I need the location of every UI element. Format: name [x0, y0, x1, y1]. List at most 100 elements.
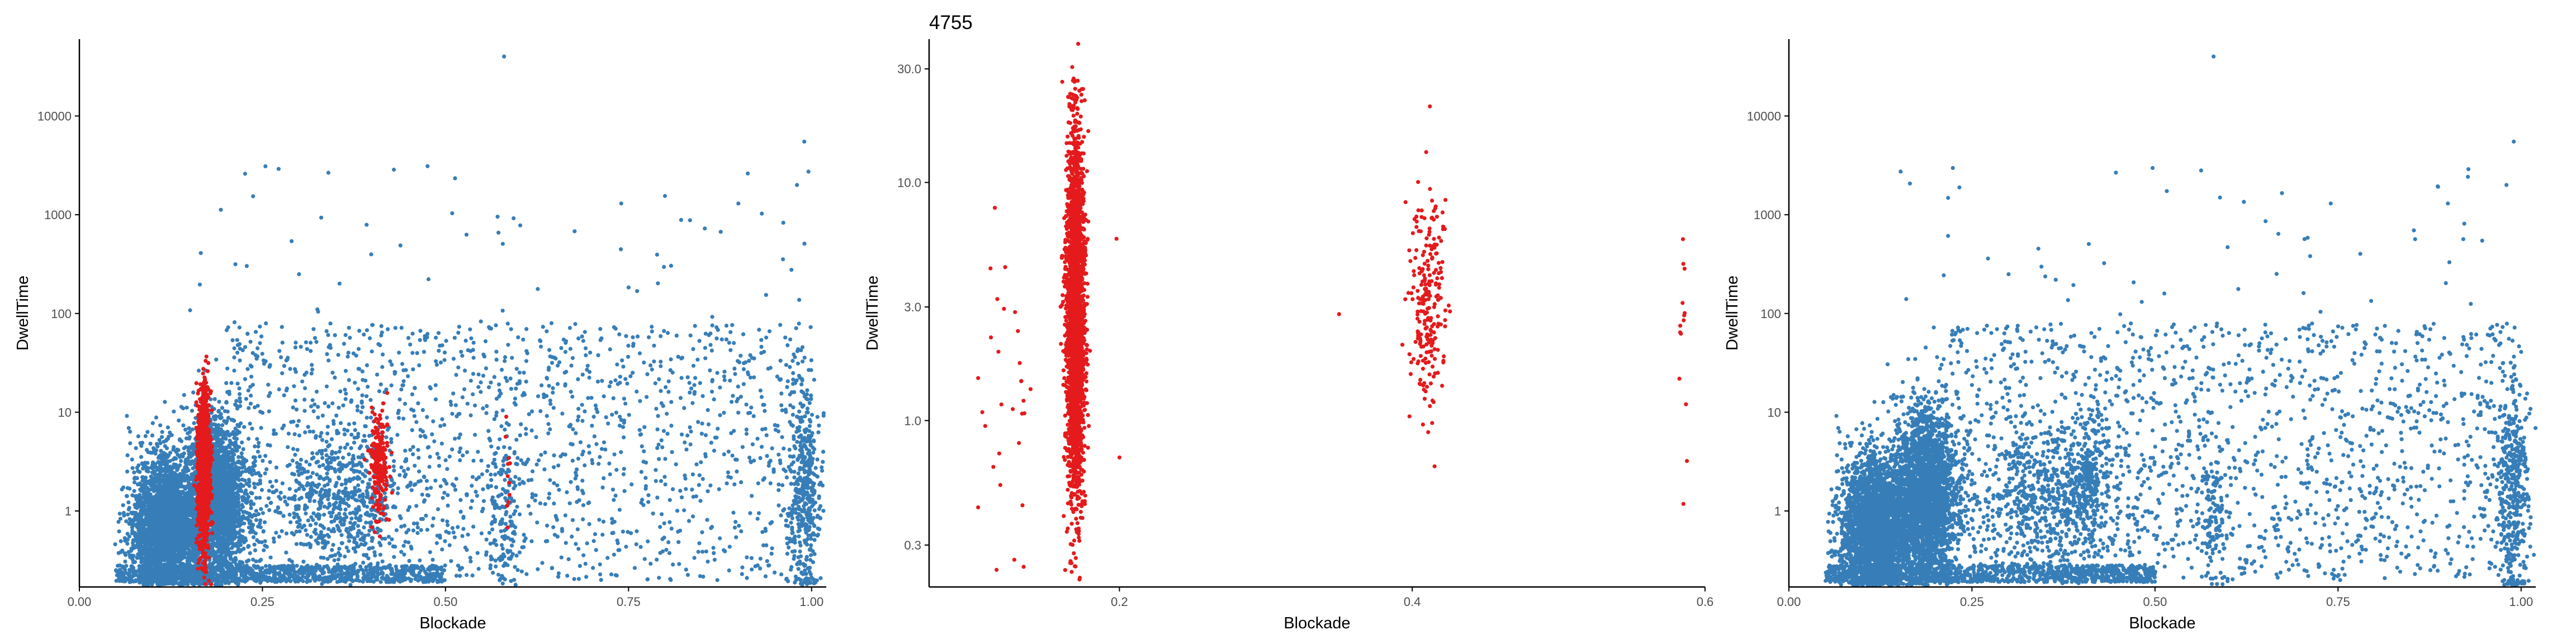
- point-blue-4738: [244, 492, 249, 496]
- point-blue-1686: [132, 470, 136, 475]
- point-blue-2532: [154, 533, 159, 538]
- point-blue-4974: [226, 473, 231, 477]
- point-blue-794: [119, 539, 123, 543]
- point-blue-2405: [138, 441, 143, 446]
- point-blue-4516: [178, 479, 183, 483]
- point-blue-2436: [151, 508, 155, 513]
- point-blue-4455: [190, 508, 195, 513]
- point-blue-4671: [241, 447, 245, 452]
- point-blue-2460: [158, 478, 163, 482]
- point-blue-4640: [188, 555, 193, 559]
- point-blue-589: [124, 519, 129, 524]
- point-blue-2312: [136, 575, 141, 580]
- point-blue-2807: [220, 423, 225, 428]
- point-blue-2278: [139, 560, 144, 565]
- point-blue-2488: [153, 476, 157, 480]
- point-blue-2522: [148, 502, 153, 506]
- point-blue-3073: [165, 425, 170, 430]
- point-blue-4634: [185, 484, 190, 489]
- point-blue-2594: [170, 543, 174, 548]
- point-blue-4362: [190, 549, 195, 553]
- point-blue-4869: [223, 556, 228, 561]
- point-blue-4959: [222, 482, 226, 487]
- point-blue-4729: [215, 543, 219, 548]
- point-blue-4987: [212, 535, 216, 539]
- point-blue-4404: [178, 529, 182, 533]
- point-blue-2459: [160, 527, 165, 532]
- point-blue-4813: [222, 527, 227, 532]
- point-blue-756: [130, 457, 134, 462]
- point-blue-2284: [131, 521, 135, 526]
- point-blue-2579: [145, 536, 149, 541]
- point-blue-2537: [147, 496, 151, 500]
- point-blue-4718: [229, 432, 233, 437]
- point-blue-2277: [131, 518, 136, 522]
- point-blue-1745: [135, 556, 140, 560]
- point-blue-4470: [183, 465, 187, 470]
- point-blue-4417: [213, 583, 217, 587]
- point-blue-4976: [216, 451, 221, 456]
- point-blue-2457: [150, 527, 155, 532]
- point-blue-2533: [147, 530, 151, 534]
- point-blue-2255: [136, 434, 140, 439]
- point-blue-4752: [195, 551, 200, 556]
- point-blue-4775: [240, 460, 245, 465]
- point-blue-44: [154, 415, 159, 420]
- point-blue-2359: [150, 537, 154, 542]
- point-blue-2103: [178, 548, 182, 553]
- point-blue-876: [150, 433, 155, 438]
- point-blue-1942: [160, 430, 164, 434]
- point-blue-4940: [247, 484, 252, 488]
- point-blue-3417: [191, 390, 196, 395]
- point-blue-1182: [158, 423, 163, 428]
- point-blue-4930: [215, 494, 219, 498]
- point-blue-4275: [252, 542, 257, 547]
- point-blue-2367: [155, 511, 160, 515]
- points: [113, 54, 826, 587]
- point-blue-1597: [179, 459, 183, 463]
- point-blue-2303: [130, 466, 135, 470]
- point-blue-3886: [165, 506, 169, 512]
- point-blue-4588: [226, 463, 231, 468]
- point-blue-1255: [178, 437, 182, 442]
- point-blue-341: [143, 434, 148, 438]
- point-blue-2473: [142, 540, 146, 544]
- point-blue-4647: [190, 513, 194, 517]
- point-blue-2343: [126, 507, 131, 512]
- point-blue-1753: [136, 463, 141, 468]
- point-blue-4246: [164, 473, 168, 479]
- point-blue-2374: [136, 516, 141, 520]
- point-blue-2546: [172, 479, 176, 484]
- point-blue-2596: [143, 507, 147, 512]
- point-blue-2418: [134, 545, 139, 550]
- point-blue-4922: [225, 543, 229, 547]
- point-blue-2599: [163, 491, 168, 496]
- point-blue-2500: [178, 544, 182, 549]
- point-blue-4916: [221, 430, 226, 434]
- point-blue-3899: [196, 368, 201, 373]
- point-blue-4939: [218, 480, 222, 485]
- point-blue-633: [132, 503, 137, 507]
- point-blue-4733: [170, 470, 174, 474]
- point-blue-4936: [230, 464, 234, 468]
- point-blue-3196: [239, 451, 244, 456]
- point-blue-3574: [217, 400, 221, 404]
- point-blue-4880: [190, 541, 195, 545]
- point-blue-4557: [221, 488, 226, 493]
- point-blue-4166: [242, 546, 246, 551]
- point-blue-2366: [143, 479, 148, 484]
- point-blue-4963: [217, 485, 221, 490]
- point-blue-4498: [177, 418, 181, 423]
- point-blue-4979: [233, 518, 238, 523]
- point-blue-2444: [166, 498, 171, 503]
- point-blue-4713: [211, 551, 215, 555]
- point-blue-4861: [221, 475, 226, 479]
- point-blue-4583: [212, 397, 217, 401]
- point-blue-4256: [171, 447, 176, 452]
- point-blue-2451: [130, 541, 135, 545]
- point-blue-1992: [130, 525, 134, 530]
- point-blue-2275: [143, 546, 148, 550]
- point-blue-898: [126, 426, 131, 430]
- point-blue-4920: [228, 553, 232, 557]
- scatter-panel-1: 0.00 0.25 0.50 0.75 1.00110100100010000Block…: [14, 39, 826, 632]
